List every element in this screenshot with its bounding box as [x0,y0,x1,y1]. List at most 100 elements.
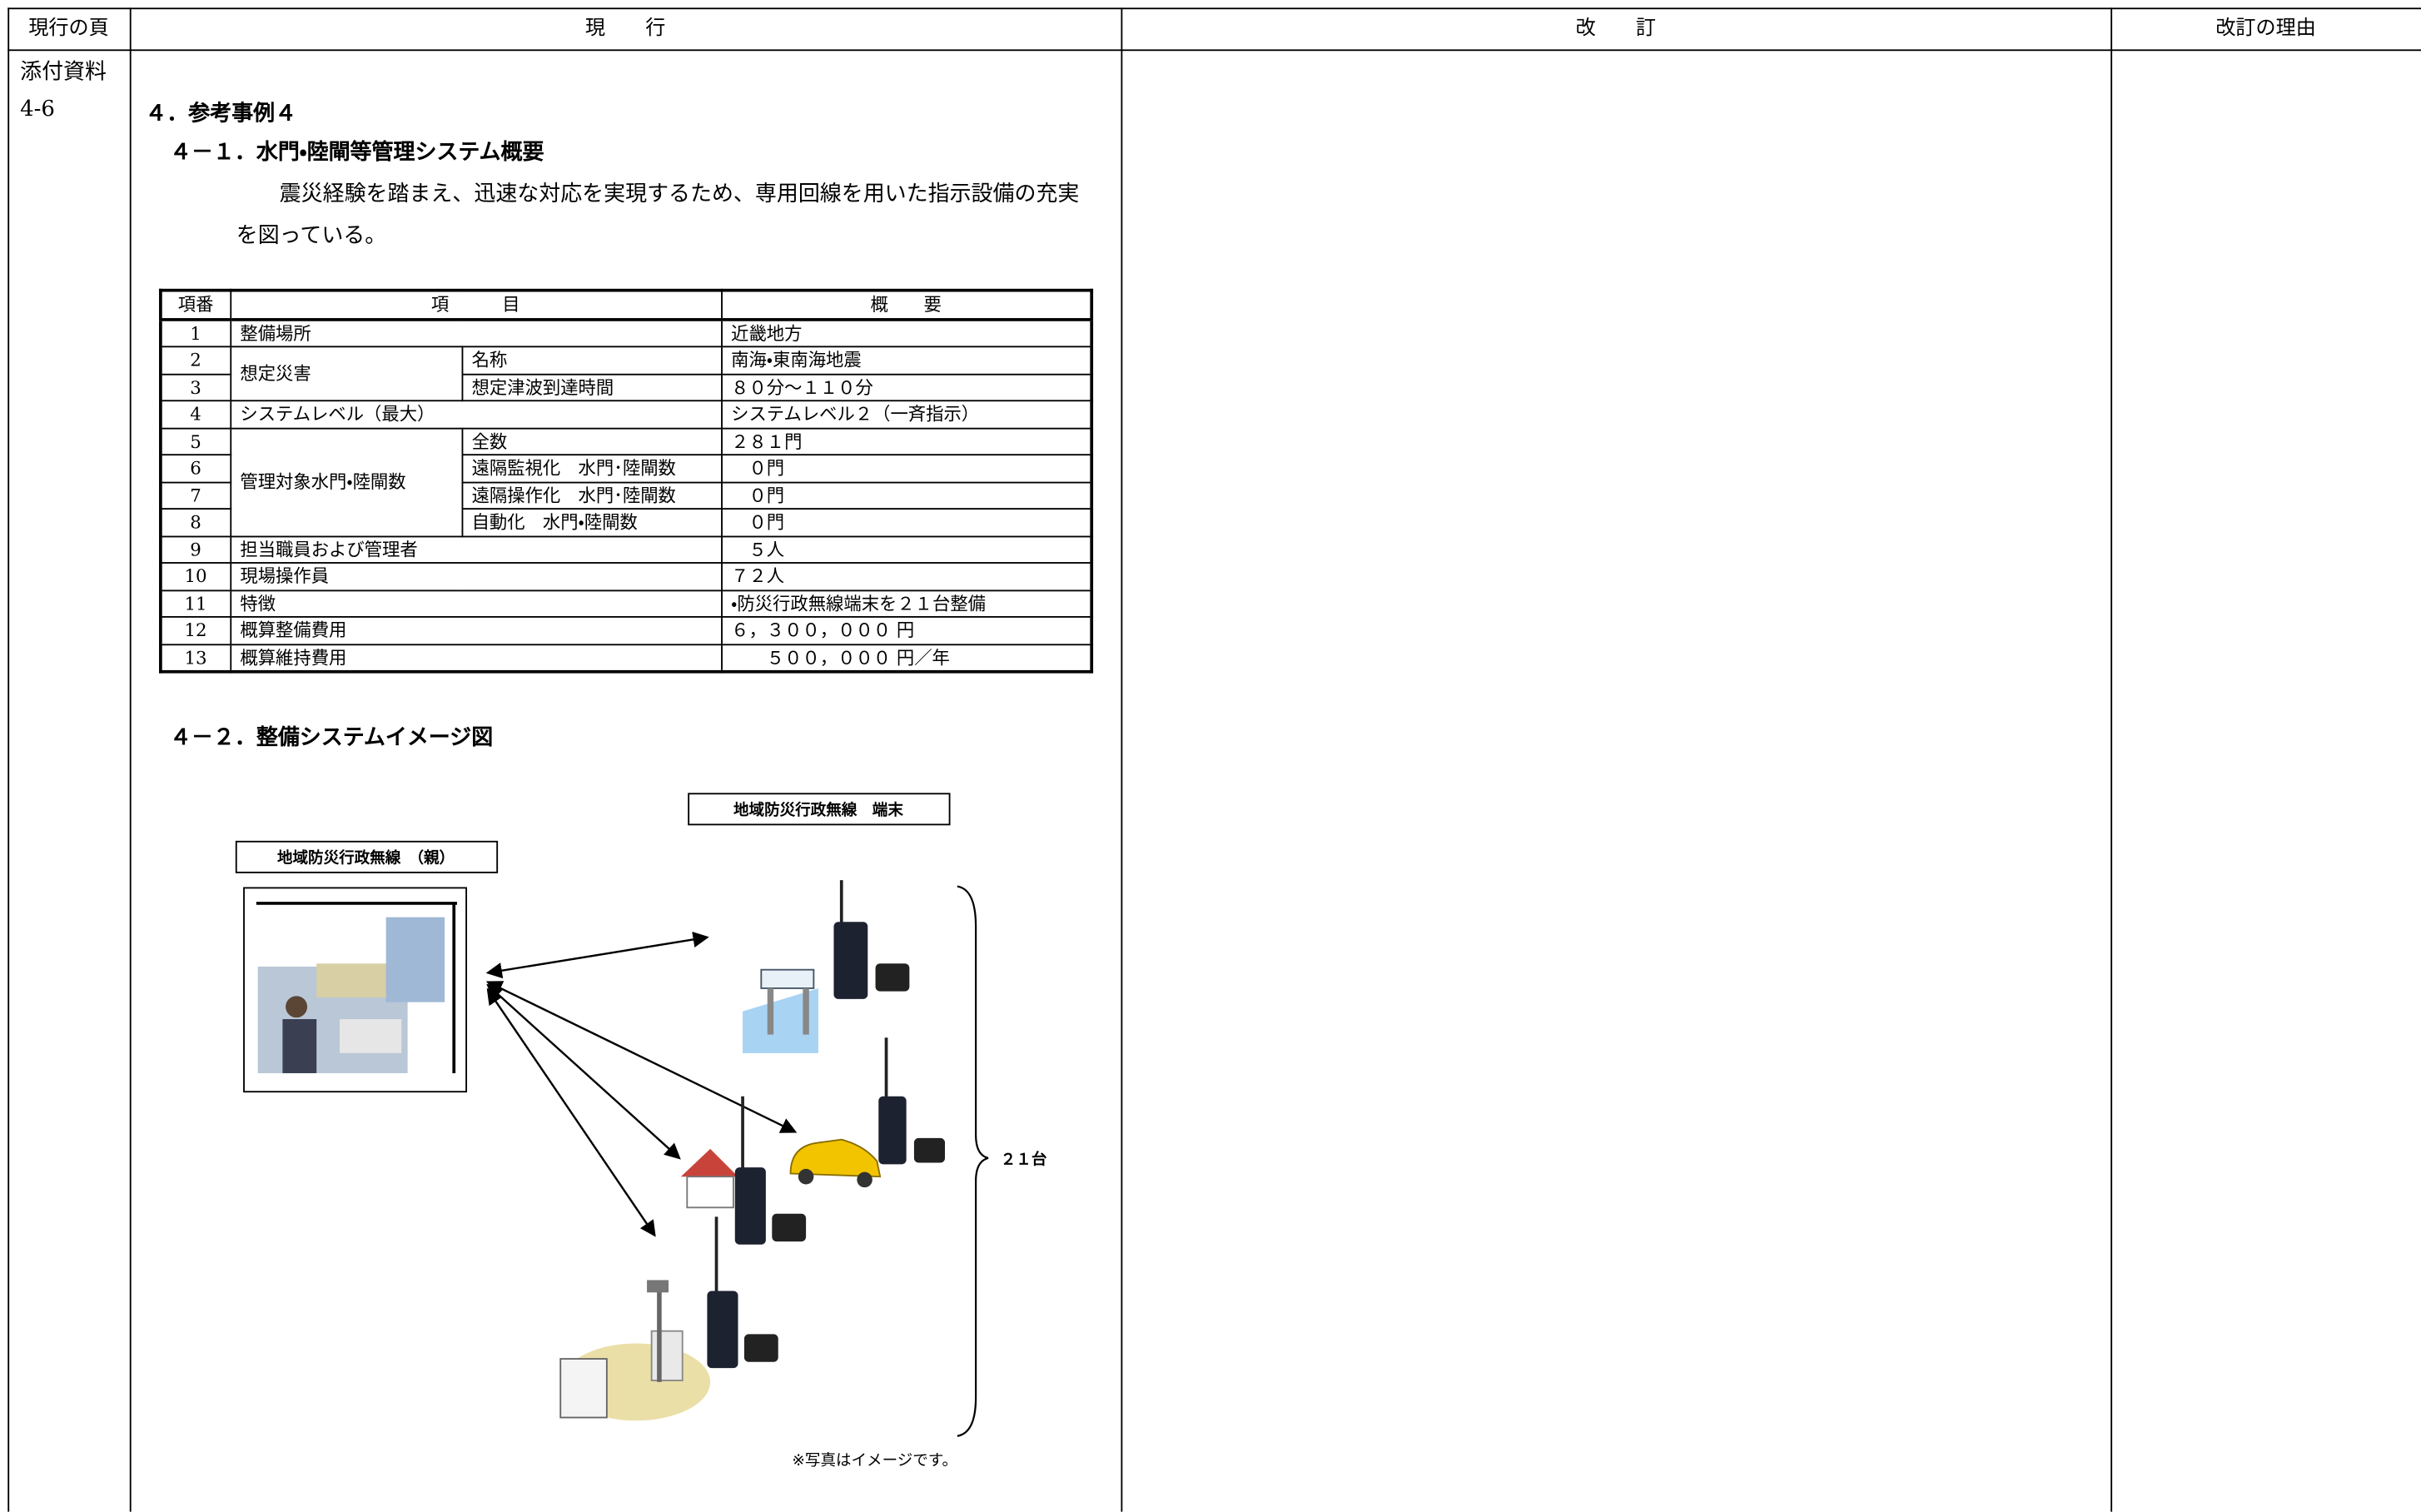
shape [789,1138,882,1178]
header-cell: 項 目 [229,289,723,321]
shape [760,968,815,989]
table-row: 7 遠隔操作化 水門･陸閘数 ０門 [159,480,1093,510]
top-rule [7,7,2421,10]
row-number: 9 [159,535,231,564]
summary-table: 項番項 目概 要 1 整備場所 近畿地方 2 想定災害 名称 南海・東南海地震 3 想定津波到達時… [159,288,1094,674]
header-cell: 項番 [159,289,231,321]
column-header: 現 行 [584,17,666,41]
shape [803,987,809,1035]
row-number: 2 [159,346,231,375]
table-row: 2 想定災害 名称 南海・東南海地震 [159,346,1093,402]
shape [650,1330,684,1381]
table-row: 3 想定津波到達時間 ８０分～１１０分 [159,372,1093,402]
item-cell: 担当職員および管理者 [229,535,723,564]
table-row: 5 管理対象水門・陸閘数 全数 ２８１門 [159,426,1093,537]
gate-site [743,968,818,1053]
house [680,1148,738,1209]
table-header-row: 項番項 目概 要 [159,289,1093,321]
column-header: 改 訂 [1575,17,1657,41]
table-row: 13 概算維持費用 ５００，０００ 円／年 [159,643,1093,673]
table-row: 9 担当職員および管理者 ５人 [159,535,1093,564]
shape [772,1213,807,1242]
camera-site [559,1280,711,1421]
header-rule [7,49,2421,52]
shape [878,1096,907,1165]
item-cell: 概算維持費用 [229,643,723,673]
shape [743,1334,778,1362]
page-ref-number: 4-6 [20,97,55,122]
sub-item-cell: 全数 [460,426,723,456]
car [789,1138,882,1188]
section-title: ４．参考事例４ [145,102,297,127]
base-label: 地域防災行政無線 （親） [277,849,455,868]
subsection-title: ４－２．整備システムイメージ図 [170,725,494,751]
row-number: 3 [159,372,231,402]
radio-terminal [878,1037,946,1165]
header-cell: 概 要 [720,289,1093,321]
item-cell: 整備場所 [229,318,723,348]
row-number: 10 [159,562,231,591]
terminal-label: 地域防災行政無線 端末 [733,801,903,819]
count-label: ２１台 [1001,1150,1047,1168]
summary-cell: ７２人 [720,562,1093,591]
table-row: 1 整備場所 近畿地方 [159,318,1093,348]
shape [875,963,910,992]
base-photo [243,887,468,1093]
shape [833,922,868,999]
row-number: 1 [159,318,231,348]
summary-cell: ５人 [720,535,1093,564]
column-rule [129,7,132,1512]
summary-cell: システムレベル２（一斉指示） [720,400,1093,429]
shape [734,1167,766,1245]
shape [913,1137,946,1163]
shape [767,987,774,1035]
table-row: 11 特徴 ・防災行政無線端末を２１台整備 [159,589,1093,618]
table-row: 8 自動化 水門・陸閘数 ０門 [159,508,1093,537]
shape [485,931,709,979]
shape [857,1171,872,1188]
table-row: 10 現場操作員 ７２人 [159,562,1093,591]
summary-cell: 近畿地方 [720,318,1093,348]
item-cell: 管理対象水門・陸閘数 [229,426,463,537]
row-number: 4 [159,400,231,429]
shape [647,1280,669,1293]
summary-cell: ８０分～１１０分 [720,372,1093,402]
page-ref-label: 添付資料 [20,60,107,86]
paragraph: 震災経験を踏まえ、迅速な対応を実現するため、専用回線を用いた指示設備の充実を図っ… [236,182,1080,249]
summary-cell: ５００，０００ 円／年 [720,643,1093,673]
row-number: 7 [159,480,231,510]
item-cell: 想定災害 [229,346,463,402]
shape [743,987,818,1053]
shape [798,1168,814,1185]
summary-cell: ・防災行政無線端末を２１台整備 [720,589,1093,618]
shape [707,1291,738,1369]
sub-item-cell: 名称 [460,346,723,375]
sub-item-cell: 遠隔監視化 水門･陸閘数 [460,454,723,483]
subsection-title: ４－１．水門・陸閘等管理システム概要 [170,140,544,166]
summary-cell: ２８１門 [720,426,1093,456]
column-rule [2110,7,2113,1512]
shape [680,1148,738,1177]
label-box [235,840,499,873]
summary-cell: 南海・東南海地震 [720,346,1093,375]
table-row: 12 概算整備費用 ６，３００，０００ 円 [159,616,1093,645]
brace [957,885,989,1437]
radio-terminal [833,880,910,999]
row-number: 12 [159,616,231,645]
column-header: 改訂の理由 [2215,17,2316,41]
radio-terminal [707,1216,778,1369]
shape [385,917,445,1002]
item-cell: 特徴 [229,589,723,618]
shape [286,996,308,1018]
row-number: 11 [159,589,231,618]
sub-item-cell: 遠隔操作化 水門･陸閘数 [460,480,723,510]
column-header: 現行の頁 [28,17,109,41]
radio-terminal [734,1096,807,1245]
shape [316,963,394,998]
column-rule [1121,7,1123,1512]
shape [559,1358,608,1419]
shape [486,987,656,1237]
